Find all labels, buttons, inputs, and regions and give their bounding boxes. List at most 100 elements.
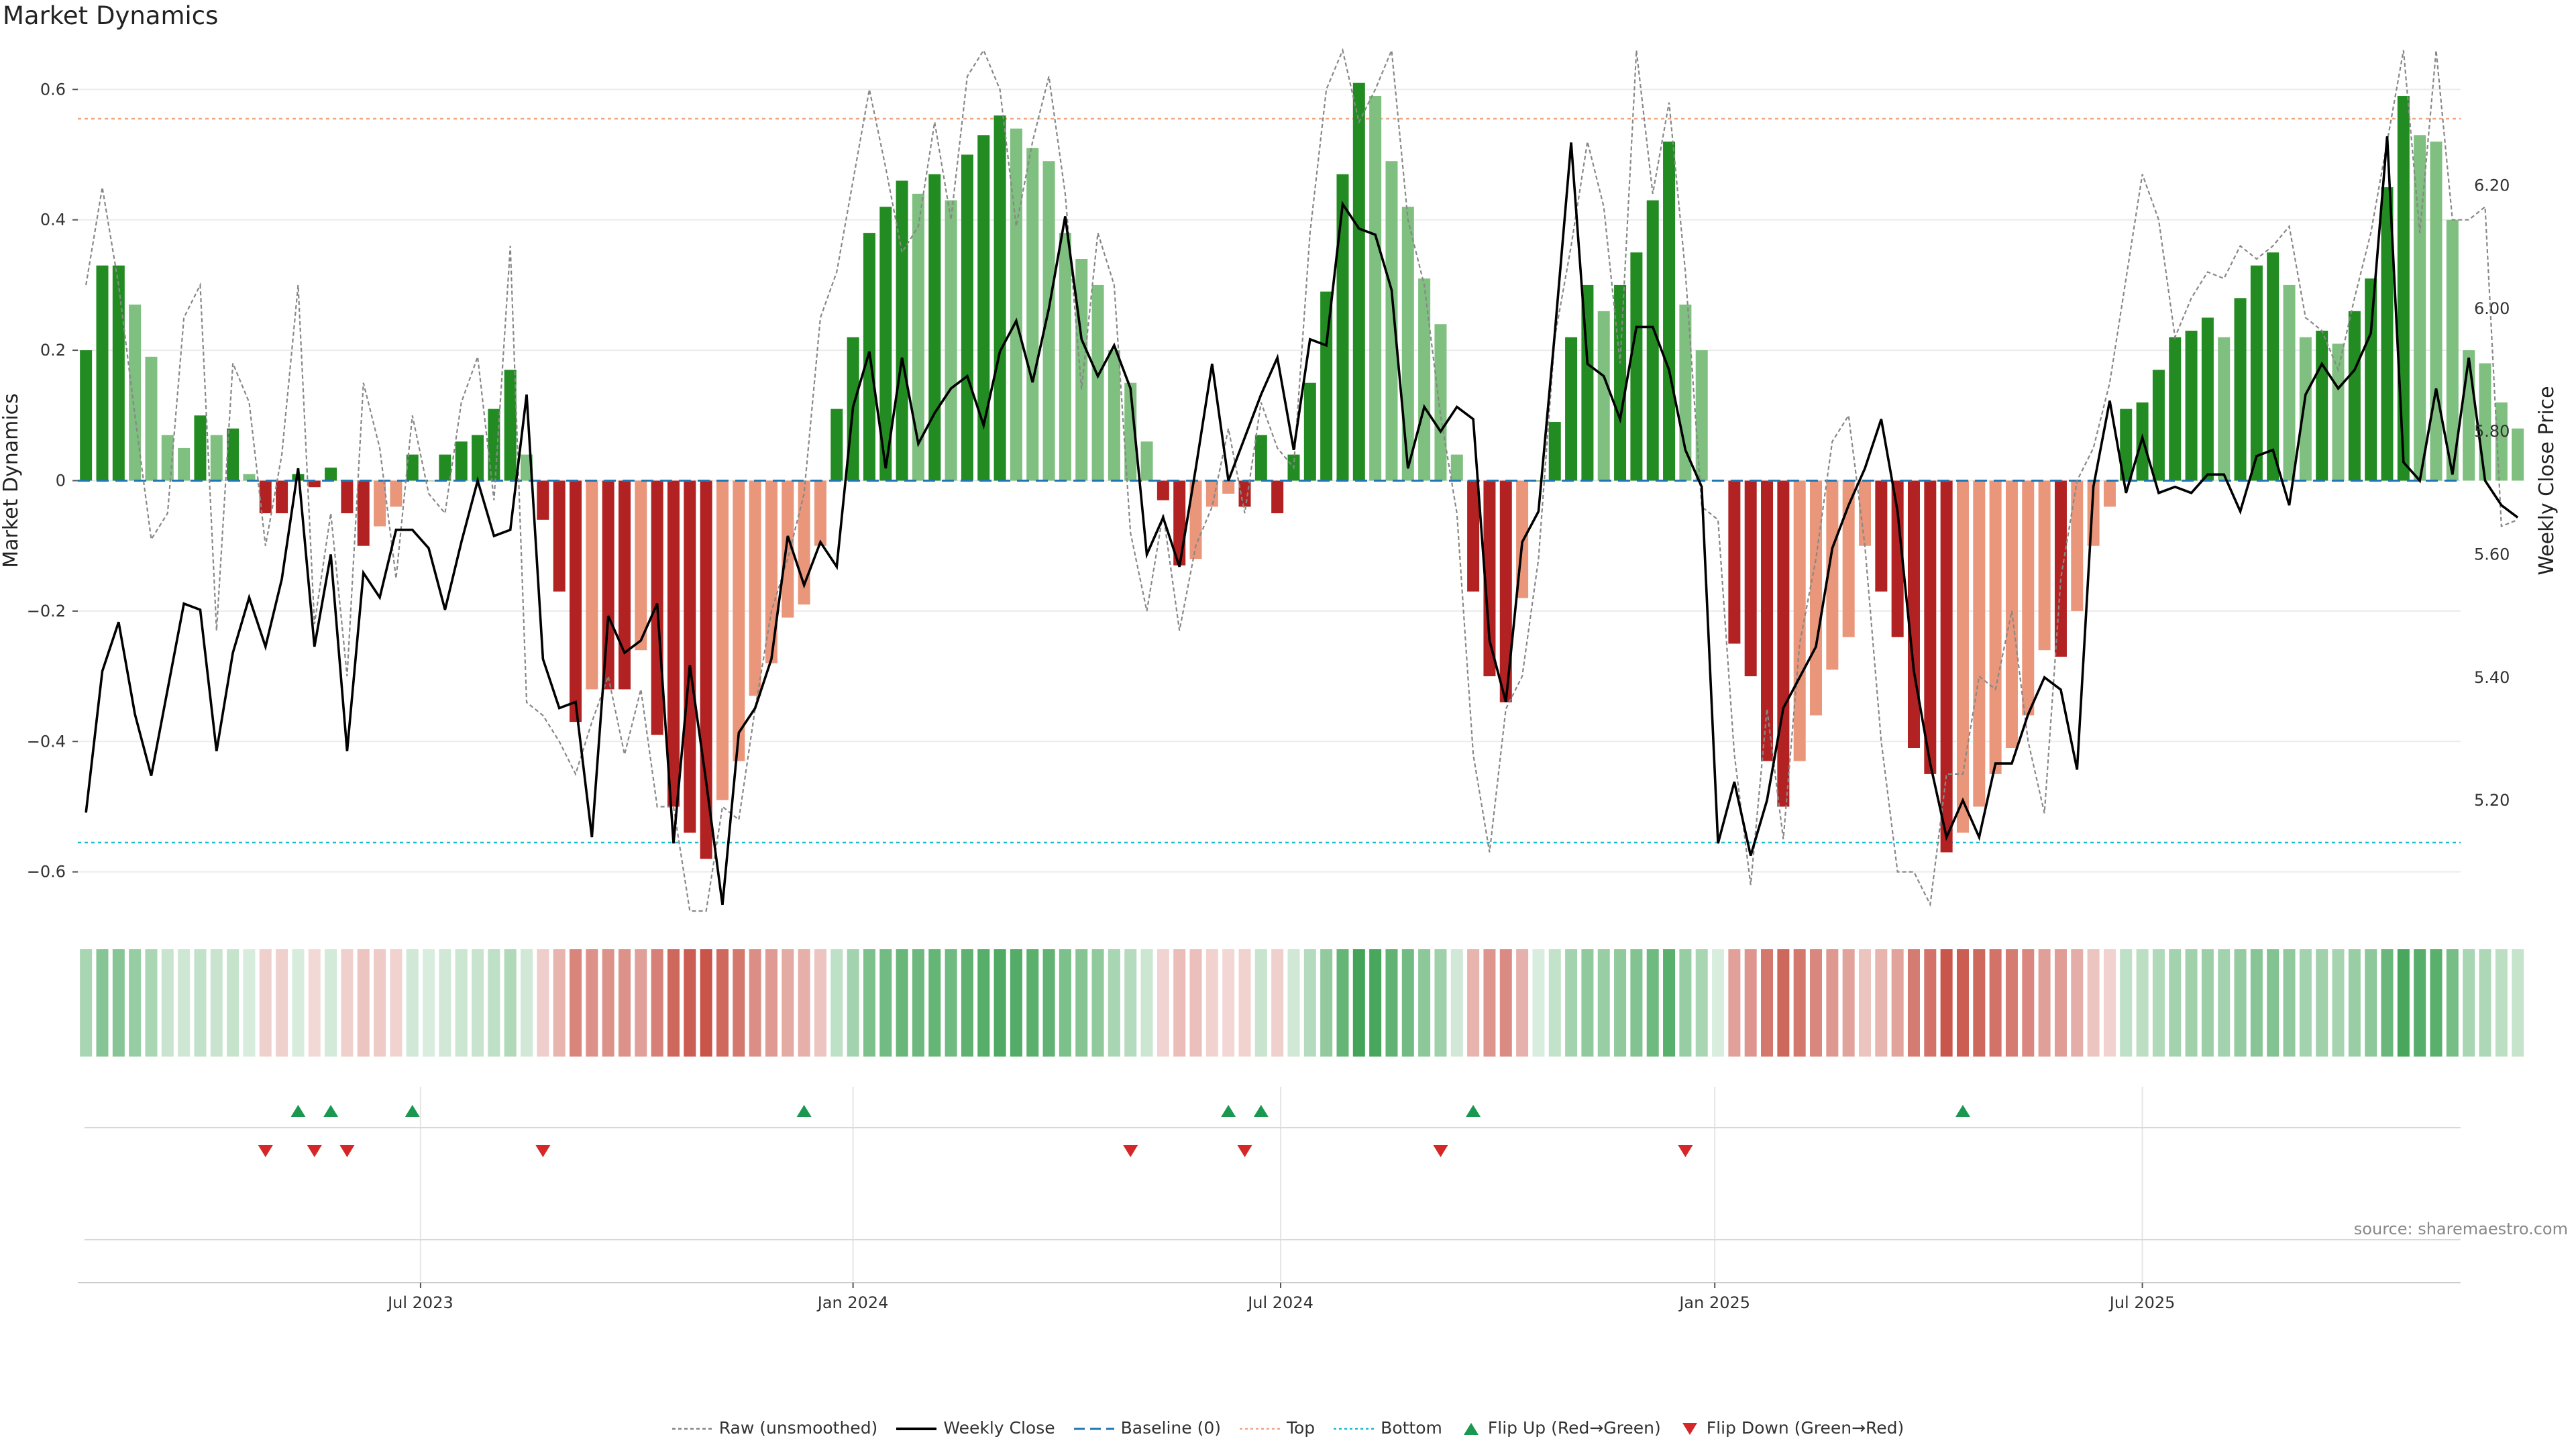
heat-strip-cell xyxy=(80,949,93,1057)
legend-label: Flip Down (Green→Red) xyxy=(1706,1417,1904,1438)
heat-strip-cell xyxy=(1075,949,1088,1057)
dynamics-bar xyxy=(423,480,435,482)
dynamics-bar xyxy=(1548,422,1561,481)
heat-strip-cell xyxy=(2512,949,2524,1057)
y-tick-label: 0.6 xyxy=(40,80,66,99)
flip-up-marker xyxy=(405,1105,420,1117)
heat-strip-cell xyxy=(1287,949,1300,1057)
legend-label: Weekly Close xyxy=(943,1417,1055,1438)
legend-label: Raw (unsmoothed) xyxy=(718,1417,878,1438)
heat-strip-cell xyxy=(1663,949,1676,1057)
dynamics-bar xyxy=(1761,480,1774,761)
flip-down-marker xyxy=(1123,1145,1138,1157)
heat-strip-cell xyxy=(2152,949,2165,1057)
heat-strip-cell xyxy=(1842,949,1855,1057)
heat-strip-cell xyxy=(1565,949,1578,1057)
flip-down-marker xyxy=(307,1145,322,1157)
dynamics-bar xyxy=(2234,298,2247,481)
heat-strip-cell xyxy=(472,949,484,1057)
dynamics-bar xyxy=(145,356,158,481)
heat-strip-cell xyxy=(390,949,402,1057)
dynamics-bar xyxy=(1989,480,2002,774)
dynamics-bar xyxy=(1744,480,1757,677)
heat-strip-cell xyxy=(2283,949,2296,1057)
dynamics-bar xyxy=(276,480,288,514)
dynamics-bar xyxy=(357,480,370,546)
y-tick-label: 0.2 xyxy=(40,341,66,360)
heat-strip-cell xyxy=(112,949,125,1057)
legend-label: Flip Up (Red→Green) xyxy=(1487,1417,1661,1438)
dynamics-bar xyxy=(733,480,745,761)
flip-up-marker xyxy=(1466,1105,1481,1117)
dynamics-bar xyxy=(1875,480,1888,592)
y-tick-label: −0.2 xyxy=(27,602,66,621)
dynamics-bar xyxy=(1907,480,1920,749)
dynamics-bar xyxy=(2430,142,2443,481)
flip-up-marker xyxy=(796,1105,812,1117)
dynamics-bar xyxy=(1924,480,1937,774)
y2-tick-label: 6.00 xyxy=(2474,299,2510,318)
dynamics-bar xyxy=(2152,370,2165,481)
heat-strip-cell xyxy=(586,949,598,1057)
dynamics-bar xyxy=(2332,343,2345,481)
flip-up-marker xyxy=(1955,1105,1970,1117)
heat-strip-cell xyxy=(423,949,435,1057)
heat-strip-cell xyxy=(1712,949,1725,1057)
dynamics-bar xyxy=(308,480,321,488)
heat-strip-cell xyxy=(1010,949,1022,1057)
legend-swatch-flip_down xyxy=(1682,1422,1697,1435)
dynamics-bar xyxy=(161,435,174,481)
legend-swatch-close xyxy=(896,1427,937,1430)
dynamics-bar xyxy=(472,435,484,481)
heat-strip-cell xyxy=(2414,949,2426,1057)
dynamics-bar xyxy=(1205,480,1218,507)
heat-strip-cell xyxy=(570,949,582,1057)
dynamics-bar xyxy=(112,265,125,481)
dynamics-bar xyxy=(2348,311,2361,481)
dynamics-bar xyxy=(80,350,93,481)
dynamics-bar xyxy=(1956,480,1969,833)
dynamics-bar xyxy=(814,480,826,546)
heat-strip-cell xyxy=(504,949,517,1057)
dynamics-bar xyxy=(96,265,109,481)
flip-down-marker xyxy=(1237,1145,1252,1157)
heat-strip-cell xyxy=(243,949,256,1057)
heat-strip-cell xyxy=(961,949,973,1057)
dynamics-bar xyxy=(1597,311,1610,481)
heat-strip-cell xyxy=(1026,949,1039,1057)
heat-strip-cell xyxy=(830,949,843,1057)
x-tick-label: Jul 2024 xyxy=(1246,1293,1313,1312)
legend-swatch-baseline xyxy=(1073,1428,1114,1430)
heat-strip-cell xyxy=(798,949,810,1057)
dynamics-bar xyxy=(1450,454,1463,481)
y2-tick-label: 5.60 xyxy=(2474,545,2510,564)
dynamics-bar xyxy=(2365,278,2377,481)
dynamics-bar xyxy=(341,480,354,514)
heat-strip-cell xyxy=(782,949,794,1057)
dynamics-bar xyxy=(439,454,451,481)
heat-strip-cell xyxy=(635,949,647,1057)
heat-strip-cell xyxy=(1091,949,1104,1057)
y-tick-label: 0 xyxy=(56,472,66,490)
heat-strip-cell xyxy=(1924,949,1937,1057)
heat-strip-cell xyxy=(1108,949,1120,1057)
heat-strip-cell xyxy=(1875,949,1888,1057)
dynamics-bar xyxy=(912,193,924,481)
dynamics-bar xyxy=(2495,402,2508,481)
heat-strip-cell xyxy=(749,949,761,1057)
heat-strip-cell xyxy=(178,949,191,1057)
y-tick-label: −0.4 xyxy=(27,732,66,751)
dynamics-bar xyxy=(1499,480,1512,702)
dynamics-bar xyxy=(1891,480,1904,637)
legend-item-top: Top xyxy=(1239,1418,1315,1438)
legend-item-baseline: Baseline (0) xyxy=(1073,1418,1221,1438)
heat-strip-cell xyxy=(2136,949,2149,1057)
heat-strip-cell xyxy=(602,949,614,1057)
heat-strip-cell xyxy=(863,949,875,1057)
heat-strip-cell xyxy=(2087,949,2100,1057)
heat-strip-cell xyxy=(847,949,859,1057)
dynamics-bar xyxy=(1336,174,1349,481)
heat-strip-cell xyxy=(455,949,468,1057)
heat-strip-cell xyxy=(1679,949,1692,1057)
dynamics-bar xyxy=(879,207,892,481)
